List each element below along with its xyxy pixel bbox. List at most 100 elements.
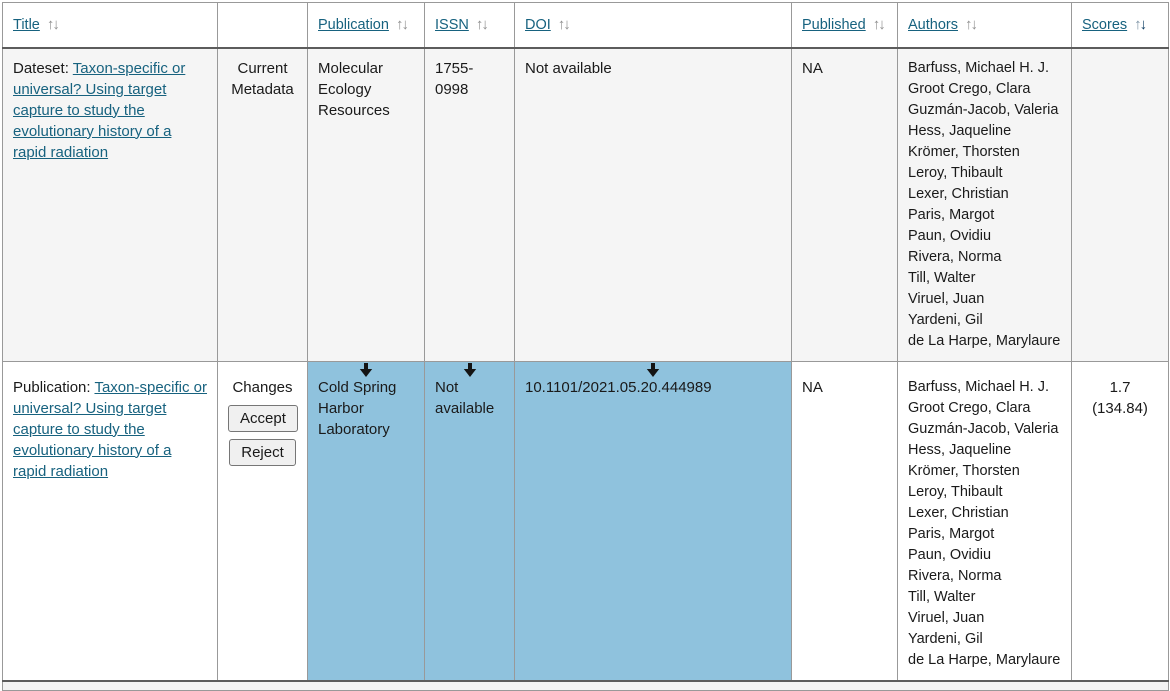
reject-button[interactable]: Reject	[229, 438, 296, 466]
doi-new-value: 10.1101/2021.05.20.444989	[525, 378, 712, 396]
sort-ascending-icon[interactable]: ↑	[964, 16, 972, 33]
doi-changed-cell: 10.1101/2021.05.20.444989	[514, 360, 792, 681]
header-row: Title ↑↓ Publication ↑↓ ISSN ↑↓ DOI ↑↓ Publi…	[2, 2, 1169, 49]
column-header-authors: Authors ↑↓	[897, 2, 1072, 49]
current-metadata-label-cell: Current Metadata	[217, 47, 308, 362]
authors-cell: Barfuss, Michael H. J. Groot Crego, Clara…	[897, 360, 1072, 681]
current-metadata-row: Dateset: Taxon-specific or universal? Us…	[2, 47, 1169, 362]
publication-title-link[interactable]: Taxon-specific or universal? Using targe…	[13, 378, 208, 480]
issn-sort-link[interactable]: ISSN	[435, 17, 469, 33]
publication-new-value: Cold Spring Harbor Laboratory	[318, 378, 397, 438]
sort-descending-icon[interactable]: ↓	[970, 16, 978, 33]
author-name: Yardeni, Gil	[908, 311, 983, 328]
sort-descending-icon[interactable]: ↓	[481, 16, 489, 33]
change-down-arrow-icon	[462, 362, 478, 378]
changes-row: Publication: Taxon-specific or universal…	[2, 360, 1169, 681]
author-name: Guzmán-Jacob, Valeria	[908, 101, 1059, 118]
author-name: Lexer, Christian	[908, 185, 1009, 202]
published-cell: NA	[791, 47, 898, 362]
sort-ascending-icon[interactable]: ↑	[872, 16, 880, 33]
title-sort-link[interactable]: Title	[13, 17, 40, 33]
author-name: Rivera, Norma	[908, 567, 1002, 584]
issn-new-value: Not available	[435, 378, 495, 417]
author-name: Till, Walter	[908, 588, 976, 605]
author-name: Paun, Ovidiu	[908, 227, 992, 244]
author-name: Till, Walter	[908, 269, 976, 286]
sort-descending-icon[interactable]: ↓	[52, 16, 60, 33]
scores-sort-link[interactable]: Scores	[1082, 17, 1128, 33]
current-metadata-label: Current Metadata	[231, 59, 294, 98]
published-sort-link[interactable]: Published	[802, 17, 866, 33]
scores-cell: 1.7 (134.84)	[1071, 360, 1169, 681]
record-type-label: Dateset:	[13, 59, 69, 77]
column-header-actions	[217, 2, 308, 49]
author-name: Rivera, Norma	[908, 248, 1002, 265]
author-name: Barfuss, Michael H. J.	[908, 378, 1050, 395]
author-name: Groot Crego, Clara	[908, 80, 1031, 97]
column-header-title: Title ↑↓	[2, 2, 218, 49]
accept-button[interactable]: Accept	[228, 404, 298, 432]
sort-descending-icon[interactable]: ↓	[878, 16, 886, 33]
authors-cell: Barfuss, Michael H. J. Groot Crego, Clara…	[897, 47, 1072, 362]
issn-value: 1755-0998	[435, 59, 474, 98]
published-value: NA	[802, 59, 823, 77]
changes-label: Changes	[232, 378, 293, 396]
authors-sort-link[interactable]: Authors	[908, 17, 958, 33]
score-detail: (134.84)	[1092, 399, 1148, 417]
sort-descending-active-icon[interactable]: ↓	[1139, 16, 1148, 33]
column-header-scores: Scores ↑↓	[1071, 2, 1169, 49]
dataset-title-cell: Dateset: Taxon-specific or universal? Us…	[2, 47, 218, 362]
author-name: Guzmán-Jacob, Valeria	[908, 420, 1059, 437]
publication-sort-link[interactable]: Publication	[318, 17, 389, 33]
scores-cell-empty	[1071, 47, 1169, 362]
author-name: Yardeni, Gil	[908, 630, 983, 647]
doi-sort-link[interactable]: DOI	[525, 17, 551, 33]
author-name: de La Harpe, Marylaure	[908, 651, 1061, 668]
column-header-published: Published ↑↓	[791, 2, 898, 49]
dataset-title-link[interactable]: Taxon-specific or universal? Using targe…	[13, 59, 186, 161]
column-header-issn: ISSN ↑↓	[424, 2, 515, 49]
issn-cell: 1755-0998	[424, 47, 515, 362]
issn-changed-cell: Not available	[424, 360, 515, 681]
publication-changed-cell: Cold Spring Harbor Laboratory	[307, 360, 425, 681]
sort-ascending-icon[interactable]: ↑	[1134, 16, 1141, 33]
publication-value: Molecular Ecology Resources	[318, 59, 390, 119]
next-record-partial-cell	[2, 679, 1169, 691]
sort-descending-icon[interactable]: ↓	[563, 16, 571, 33]
author-name: Paun, Ovidiu	[908, 546, 992, 563]
column-header-publication: Publication ↑↓	[307, 2, 425, 49]
published-cell: NA	[791, 360, 898, 681]
sort-ascending-icon[interactable]: ↑	[557, 16, 565, 33]
author-name: Paris, Margot	[908, 525, 995, 542]
doi-value: Not available	[525, 59, 612, 77]
record-type-label: Publication:	[13, 378, 91, 396]
published-value: NA	[802, 378, 823, 396]
author-name: Krömer, Thorsten	[908, 462, 1020, 479]
doi-cell: Not available	[514, 47, 792, 362]
author-name: Hess, Jaqueline	[908, 122, 1012, 139]
column-header-doi: DOI ↑↓	[514, 2, 792, 49]
author-name: de La Harpe, Marylaure	[908, 332, 1061, 349]
sort-descending-icon[interactable]: ↓	[401, 16, 409, 33]
changes-actions-cell: Changes Accept Reject	[217, 360, 308, 681]
publication-cell: Molecular Ecology Resources	[307, 47, 425, 362]
author-name: Hess, Jaqueline	[908, 441, 1012, 458]
next-record-row	[2, 679, 1169, 691]
change-down-arrow-icon	[645, 362, 661, 378]
score-value: 1.7	[1109, 378, 1131, 396]
author-name: Leroy, Thibault	[908, 164, 1003, 181]
author-name: Krömer, Thorsten	[908, 143, 1020, 160]
change-down-arrow-icon	[358, 362, 374, 378]
sort-ascending-icon[interactable]: ↑	[395, 16, 403, 33]
author-name: Barfuss, Michael H. J.	[908, 59, 1050, 76]
author-name: Viruel, Juan	[908, 290, 985, 307]
author-name: Lexer, Christian	[908, 504, 1009, 521]
sort-ascending-icon[interactable]: ↑	[475, 16, 483, 33]
sort-ascending-icon[interactable]: ↑	[46, 16, 54, 33]
author-name: Groot Crego, Clara	[908, 399, 1031, 416]
author-name: Paris, Margot	[908, 206, 995, 223]
publication-title-cell: Publication: Taxon-specific or universal…	[2, 360, 218, 681]
author-name: Viruel, Juan	[908, 609, 985, 626]
author-name: Leroy, Thibault	[908, 483, 1003, 500]
